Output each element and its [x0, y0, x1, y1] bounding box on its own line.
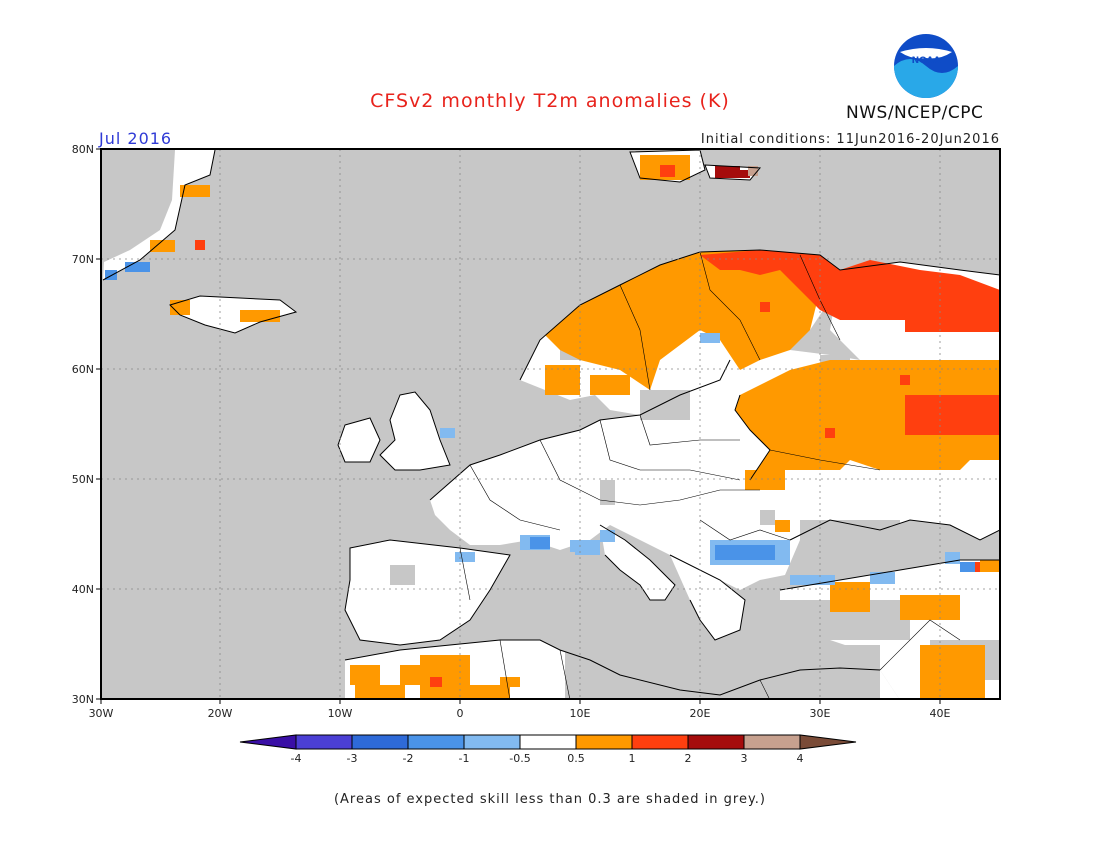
colorbar-segment — [351, 734, 409, 750]
colorbar-segment — [519, 734, 577, 750]
longitude-labels: 30W 20W 10W 0 10E 20E 30E 40E — [89, 707, 951, 720]
colorbar-segment — [631, 734, 689, 750]
lon-label: 0 — [457, 707, 464, 720]
initial-conditions: Initial conditions: 11Jun2016-20Jun2016 — [700, 132, 1000, 147]
anomaly-warm-dark — [715, 166, 750, 178]
anomaly-warm-light — [150, 155, 1000, 699]
colorbar-label: -4 — [291, 752, 302, 765]
latitude-labels: 30N 40N 50N 60N 70N 80N — [72, 143, 94, 706]
skill-footnote: (Areas of expected skill less than 0.3 a… — [333, 792, 767, 807]
lat-label: 50N — [72, 473, 94, 486]
colorbar: -4 -3 -2 -1 -0.5 0.5 1 2 3 4 — [239, 734, 857, 765]
map-panel — [101, 149, 1000, 699]
colorbar-segment — [575, 734, 633, 750]
colorbar-segment — [743, 734, 801, 750]
colorbar-label: 3 — [741, 752, 748, 765]
lon-label: 30E — [810, 707, 831, 720]
colorbar-arrow-low — [239, 734, 297, 750]
colorbar-label: 2 — [685, 752, 692, 765]
colorbar-arrow-high — [799, 734, 857, 750]
lat-label: 30N — [72, 693, 94, 706]
map-frame — [100, 148, 1001, 700]
colorbar-label: 4 — [797, 752, 804, 765]
lon-label: 20E — [690, 707, 711, 720]
country-borders — [459, 251, 961, 699]
coastlines — [102, 149, 1000, 696]
lon-label: 20W — [208, 707, 233, 720]
colorbar-label: -2 — [403, 752, 414, 765]
noaa-logo: NOAA — [894, 34, 958, 98]
anomaly-cool-mid — [105, 262, 975, 572]
agency-label: NWS/NCEP/CPC — [846, 103, 984, 123]
lat-label: 40N — [72, 583, 94, 596]
colorbar-label: 0.5 — [567, 752, 585, 765]
lon-label: 10E — [570, 707, 591, 720]
lat-label: 60N — [72, 363, 94, 376]
low-skill-grey — [390, 340, 1000, 699]
lon-label: 30W — [89, 707, 114, 720]
gridlines — [101, 149, 1000, 699]
map-title: CFSv2 monthly T2m anomalies (K) — [370, 90, 730, 112]
lat-label: 70N — [72, 253, 94, 266]
colorbar-segment — [407, 734, 465, 750]
anomaly-warm-extreme — [748, 166, 758, 176]
logo-text: NOAA — [912, 56, 941, 66]
colorbar-label: 1 — [629, 752, 636, 765]
lon-label: 40E — [930, 707, 951, 720]
lat-label: 80N — [72, 143, 94, 156]
forecast-month: Jul 2016 — [99, 129, 173, 148]
colorbar-segment — [295, 734, 353, 750]
colorbar-label: -3 — [347, 752, 358, 765]
tick-marks — [96, 148, 941, 704]
colorbar-segment — [687, 734, 745, 750]
colorbar-label: -1 — [459, 752, 470, 765]
colorbar-segment — [463, 734, 521, 750]
lon-label: 10W — [328, 707, 353, 720]
colorbar-label: -0.5 — [509, 752, 530, 765]
anomaly-warm-mid — [195, 165, 1000, 687]
